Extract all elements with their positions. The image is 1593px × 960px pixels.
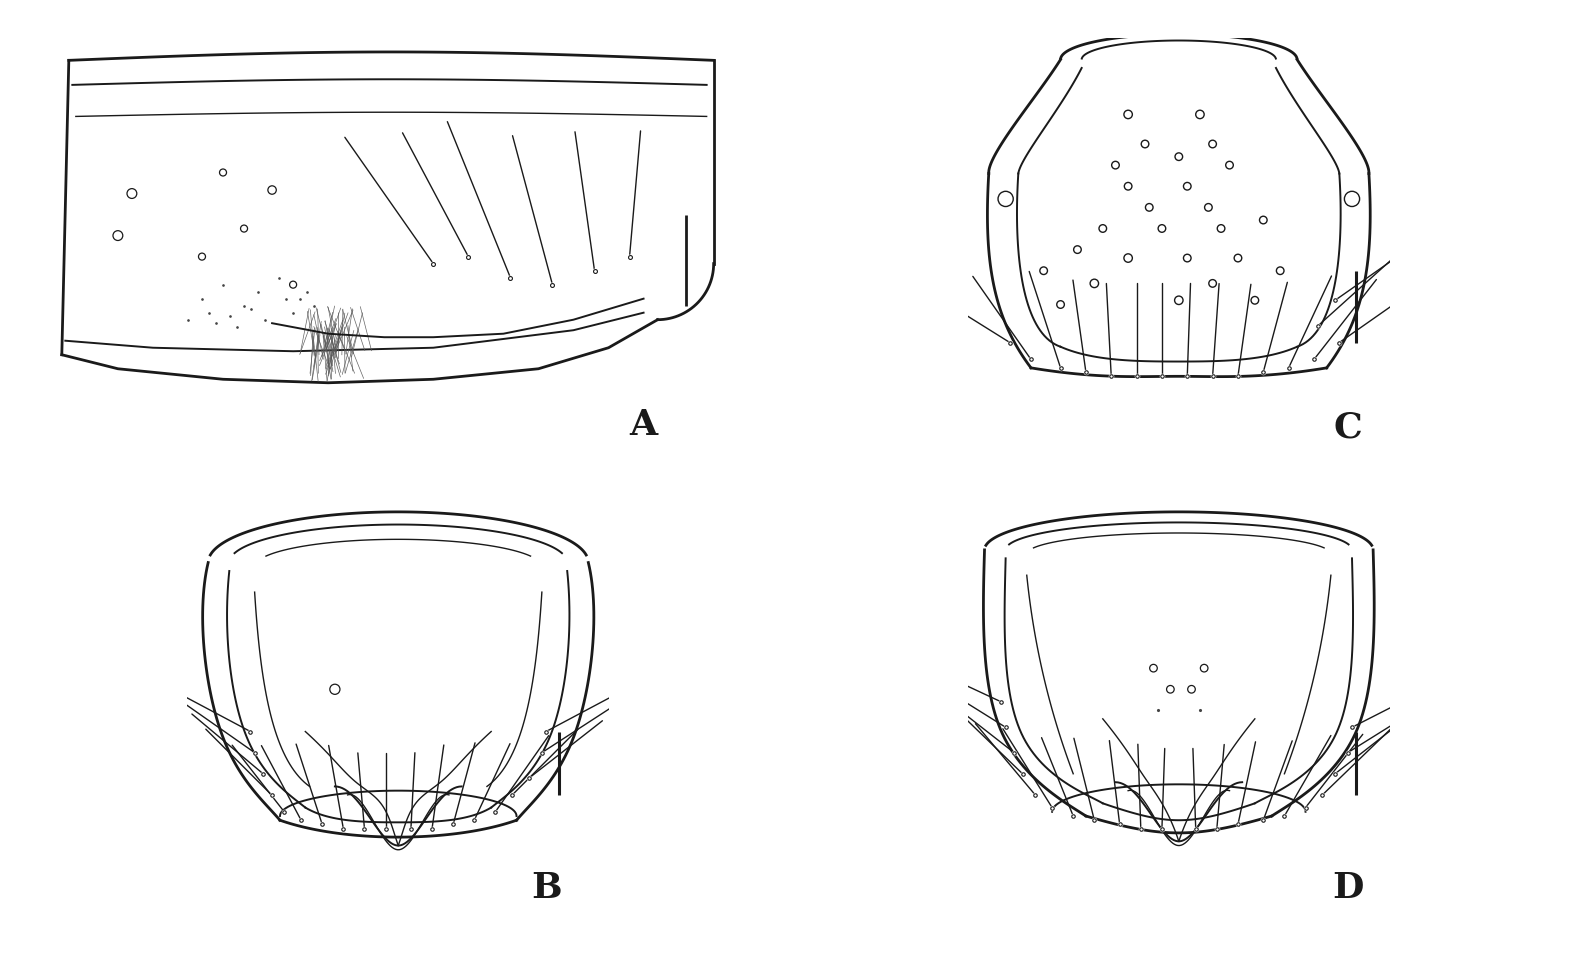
Text: A: A <box>629 408 658 442</box>
Circle shape <box>199 253 205 260</box>
Circle shape <box>1201 664 1207 672</box>
Circle shape <box>1141 140 1149 148</box>
Circle shape <box>330 684 339 694</box>
Circle shape <box>1166 685 1174 693</box>
Circle shape <box>113 230 123 241</box>
Circle shape <box>1145 204 1153 211</box>
Circle shape <box>1276 267 1284 275</box>
Circle shape <box>1125 110 1133 119</box>
Circle shape <box>1209 279 1217 287</box>
Circle shape <box>290 281 296 288</box>
Circle shape <box>1184 254 1192 262</box>
Circle shape <box>1251 297 1258 304</box>
Circle shape <box>1125 253 1133 262</box>
Circle shape <box>1217 225 1225 232</box>
Circle shape <box>1112 161 1120 169</box>
Circle shape <box>1204 204 1212 211</box>
Circle shape <box>1125 182 1133 190</box>
Circle shape <box>1074 246 1082 253</box>
Circle shape <box>268 186 276 194</box>
Text: D: D <box>1332 871 1364 905</box>
Circle shape <box>1099 225 1107 232</box>
Circle shape <box>1344 191 1359 206</box>
Circle shape <box>220 169 226 176</box>
Circle shape <box>1209 140 1217 148</box>
Circle shape <box>1174 296 1184 304</box>
Circle shape <box>1040 267 1048 275</box>
Circle shape <box>1188 685 1195 693</box>
Circle shape <box>1090 279 1099 288</box>
Circle shape <box>127 188 137 199</box>
Circle shape <box>1176 153 1182 160</box>
Circle shape <box>1260 216 1266 224</box>
Circle shape <box>1056 300 1064 308</box>
Circle shape <box>241 225 247 232</box>
Circle shape <box>1184 182 1192 190</box>
Circle shape <box>999 191 1013 206</box>
Circle shape <box>1225 161 1233 169</box>
Text: B: B <box>530 871 561 905</box>
Circle shape <box>1235 254 1243 262</box>
Circle shape <box>1150 664 1157 672</box>
Circle shape <box>1196 110 1204 119</box>
Text: C: C <box>1333 410 1362 444</box>
Circle shape <box>1158 225 1166 232</box>
